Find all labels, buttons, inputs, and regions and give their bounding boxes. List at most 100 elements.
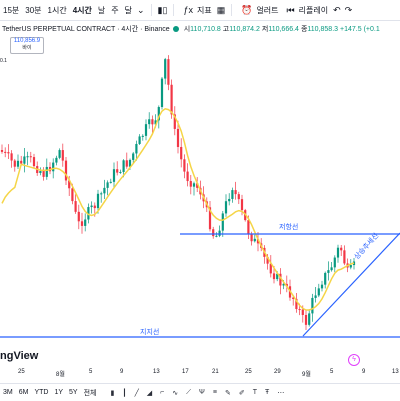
candle-body	[330, 267, 333, 271]
flash-icon[interactable]: ϟ	[348, 354, 360, 366]
candle-body	[308, 313, 311, 325]
candle-body	[90, 205, 93, 208]
timeframe-month[interactable]: 달	[124, 5, 132, 15]
timeframe-1h[interactable]: 1시간	[47, 5, 67, 15]
candles-icon[interactable]: ▮▯	[157, 4, 168, 15]
ohlc-low: 저110,666.4	[261, 26, 299, 33]
candle-body	[55, 157, 58, 163]
trend-line	[302, 232, 400, 337]
range-6m[interactable]: 6M	[18, 389, 29, 396]
candle-body	[253, 238, 256, 242]
candle-body	[237, 194, 240, 200]
grid-icon[interactable]: ▦	[216, 4, 226, 15]
candle-body	[218, 230, 221, 236]
candle-body	[317, 288, 320, 296]
curve-tool-icon[interactable]: ∿	[172, 389, 179, 397]
replay-button[interactable]: ⏮ 리플레이	[282, 5, 332, 16]
candle-body	[157, 107, 160, 121]
text-alt-tool-icon[interactable]: Ŧ	[265, 388, 270, 396]
x-tick-label: 5	[330, 369, 334, 375]
timeframe-day[interactable]: 날	[97, 5, 106, 15]
candle-body	[304, 314, 308, 325]
redo-icon[interactable]: ↷	[344, 4, 353, 15]
candle-body	[74, 201, 77, 212]
range-all[interactable]: 전체	[83, 389, 97, 397]
candle-body	[279, 273, 282, 286]
indicators-label: 지표	[196, 5, 212, 15]
x-tick-label: 17	[182, 369, 189, 375]
x-tick-label: 5	[89, 369, 93, 375]
candle-body	[208, 207, 212, 230]
line-tool-icon[interactable]: ╱	[134, 389, 139, 397]
drawing-tools: ▮ ┃ ╱ ◢ ⌐ ∿ ⟋ Ψ ≡ ✎ ✐ T Ŧ ⋯	[107, 389, 287, 397]
more-tool-icon[interactable]: ⋯	[277, 389, 285, 397]
candle-body	[154, 120, 157, 125]
candle-body	[109, 181, 112, 183]
candle-body	[282, 283, 285, 286]
candle-body	[4, 151, 7, 153]
candle-body	[266, 256, 269, 264]
candle-body	[170, 84, 173, 115]
area-tool-icon[interactable]: ◢	[146, 389, 153, 397]
candle-body	[212, 229, 215, 237]
moving-average-line	[1, 107, 355, 311]
candle-body	[103, 187, 106, 194]
chevron-down-icon[interactable]: ⌄	[137, 4, 145, 15]
pitchfork-tool-icon[interactable]: Ψ	[199, 388, 205, 396]
timeframe-30m[interactable]: 30분	[25, 5, 42, 15]
candle-body	[20, 160, 23, 164]
buy-label: 바이	[22, 45, 32, 51]
candle-body	[77, 211, 80, 222]
candles-group	[0, 55, 356, 331]
candle-body	[228, 198, 231, 202]
pen-tool-icon[interactable]: ✐	[238, 389, 245, 397]
x-tick-label: 25	[18, 369, 25, 375]
candle-body	[29, 156, 32, 158]
timeframe-week[interactable]: 주	[111, 5, 119, 15]
bars-tool-icon[interactable]: ┃	[122, 389, 127, 397]
timeframe-4h[interactable]: 4시간	[72, 5, 92, 15]
candle-body	[231, 190, 234, 199]
candle-body	[132, 153, 135, 160]
candle-body	[71, 188, 74, 202]
candle-body	[234, 190, 237, 195]
candle-body	[301, 309, 304, 315]
candle-body	[64, 160, 68, 181]
candle-body	[61, 150, 64, 161]
undo-icon[interactable]: ↶	[333, 4, 341, 15]
step-tool-icon[interactable]: ⌐	[160, 388, 165, 396]
candle-body	[32, 157, 36, 167]
candle-body	[176, 128, 180, 147]
indicators-icon: ƒx	[183, 5, 193, 15]
fib-tool-icon[interactable]: ≡	[212, 388, 217, 396]
candles-tool-icon[interactable]: ▮	[110, 389, 115, 397]
candle-body	[247, 220, 250, 234]
candle-body	[256, 238, 260, 244]
candle-body	[112, 169, 116, 182]
range-5y[interactable]: 5Y	[69, 389, 78, 396]
replay-icon: ⏮	[286, 4, 295, 15]
range-ytd[interactable]: YTD	[34, 389, 49, 396]
candle-body	[26, 156, 29, 158]
x-tick-label: 9	[362, 369, 366, 375]
text-tool-icon[interactable]: T	[252, 388, 258, 396]
candle-body	[196, 183, 199, 188]
range-3m[interactable]: 3M	[3, 389, 13, 396]
indicators-button[interactable]: ƒx 지표	[178, 5, 214, 16]
candle-body	[180, 146, 183, 160]
support-label: 지지선	[140, 329, 160, 336]
alert-button[interactable]: ⏰ 얼러트	[236, 5, 281, 16]
path-tool-icon[interactable]: ⟋	[186, 388, 192, 396]
price-chart[interactable]	[0, 36, 400, 368]
time-axis: 25 8월 5 9 13 17 21 25 29 9월 5 9 13	[0, 367, 400, 379]
candle-body	[340, 247, 343, 251]
symbol-title[interactable]: TetherUS PERPETUAL CONTRACT · 4시간 · Bina…	[2, 26, 170, 33]
range-1y[interactable]: 1Y	[54, 389, 64, 396]
buy-price-box[interactable]: 110,856.9 바이	[10, 37, 44, 54]
candle-body	[167, 59, 170, 85]
brush-tool-icon[interactable]: ✎	[225, 389, 231, 397]
timeframe-15m[interactable]: 15분	[3, 5, 20, 15]
candle-body	[87, 207, 90, 220]
candle-body	[106, 182, 109, 188]
candle-body	[16, 160, 20, 167]
